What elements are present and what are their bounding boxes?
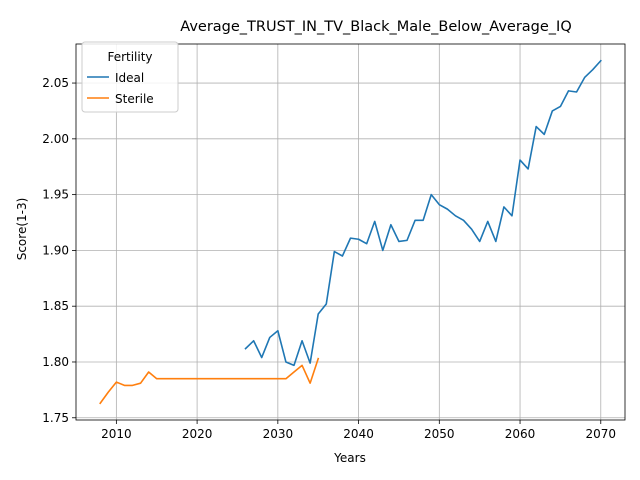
x-axis-label: Years [333,451,366,465]
y-tick-label: 1.90 [42,243,69,257]
x-tick-label: 2010 [101,427,132,441]
y-tick-label: 1.80 [42,355,69,369]
x-tick-label: 2030 [263,427,294,441]
y-tick-label: 1.85 [42,299,69,313]
x-axis-ticks: 2010 2020 2030 2040 2050 2060 2070 [101,420,616,441]
legend: Fertility Ideal Sterile [81,41,179,113]
chart-title: Average_TRUST_IN_TV_Black_Male_Below_Ave… [180,19,572,35]
legend-label-ideal: Ideal [115,71,144,85]
y-axis-label: Score(1-3) [15,198,29,261]
y-axis-ticks: 1.75 1.80 1.85 1.90 1.95 2.00 2.05 [42,76,76,425]
x-tick-label: 2060 [505,427,536,441]
y-tick-label: 2.05 [42,76,69,90]
y-tick-label: 1.95 [42,188,69,202]
series-line-ideal [244,59,602,367]
legend-title: Fertility [107,50,152,64]
x-tick-label: 2040 [343,427,374,441]
y-tick-label: 1.75 [42,411,69,425]
grid [76,44,625,420]
x-tick-label: 2070 [586,427,617,441]
series-line-sterile [99,357,320,405]
plot-frame [75,43,626,421]
x-tick-label: 2050 [424,427,455,441]
legend-box [81,41,179,113]
legend-label-sterile: Sterile [115,92,154,106]
x-tick-label: 2020 [182,427,213,441]
series-lines [99,59,602,405]
y-tick-label: 2.00 [42,132,69,146]
